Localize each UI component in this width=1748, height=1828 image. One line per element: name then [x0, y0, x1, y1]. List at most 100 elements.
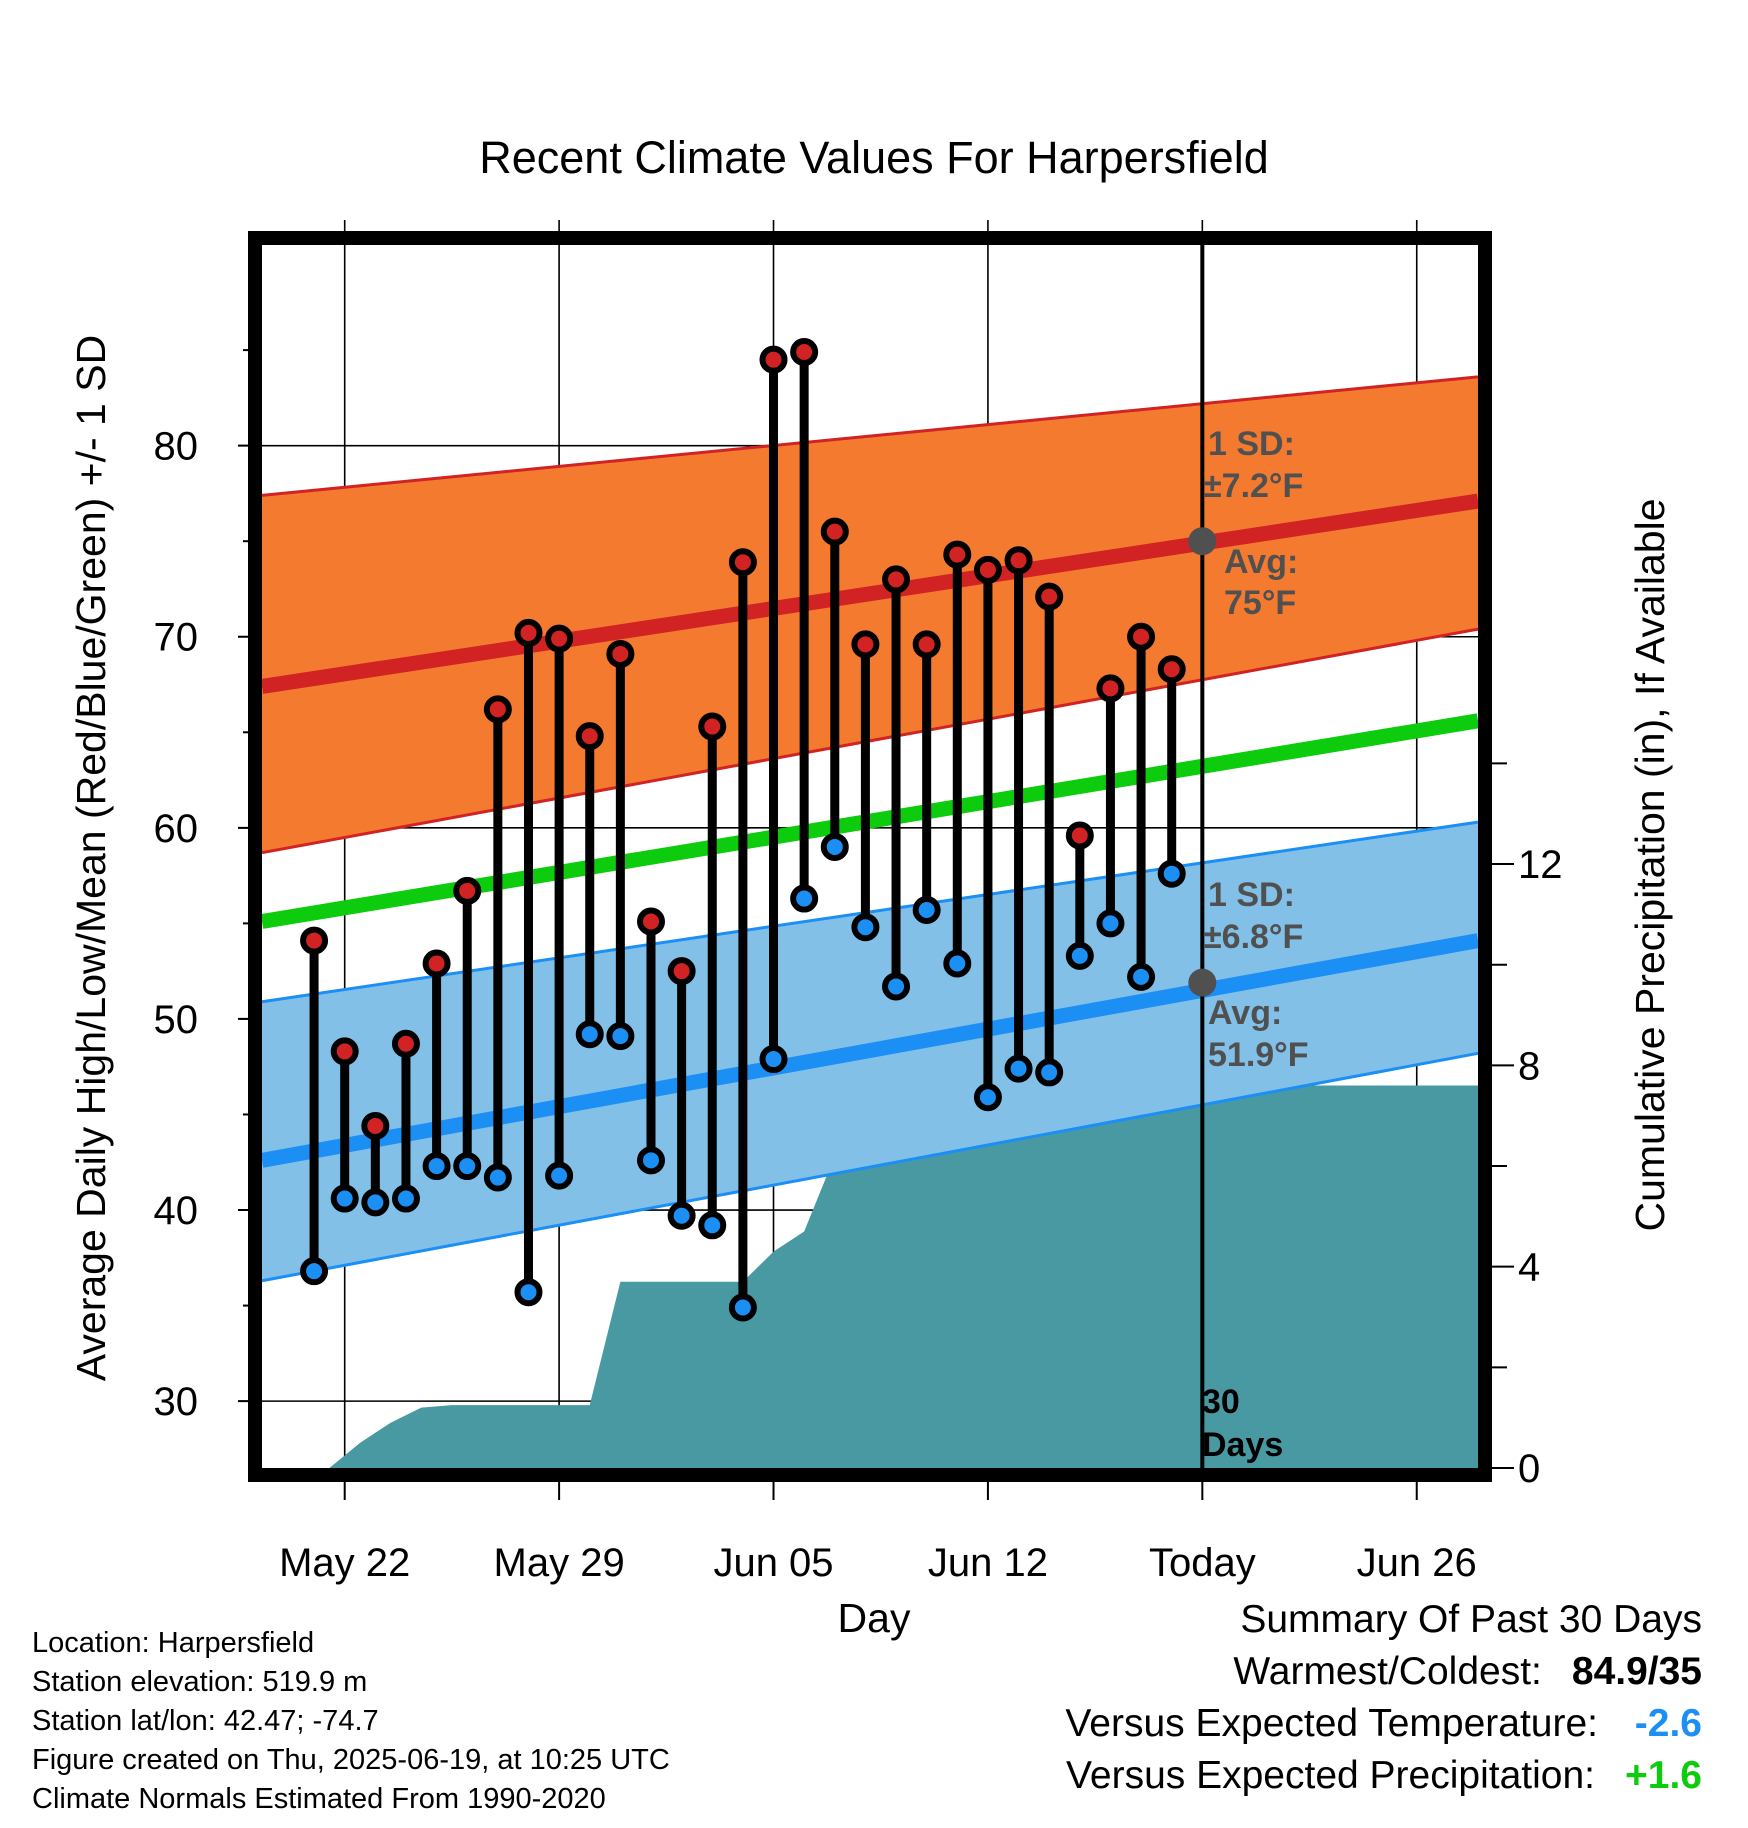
info-latlon: Station lat/lon: 42.47; -74.7	[32, 1705, 379, 1737]
expected-precipitation-label: Versus Expected Precipitation:	[1066, 1754, 1595, 1797]
high-sd-value: ±7.2°F	[1203, 467, 1303, 505]
daily-high-point-8	[514, 618, 543, 647]
daily-low-point-8	[514, 1278, 543, 1307]
low-sd-lower-line	[261, 1051, 1479, 1283]
expected-temperature-value: -2.6	[1634, 1702, 1702, 1745]
summary-temperature-row: Versus Expected Temperature: -2.6	[1065, 1702, 1702, 1754]
daily-low-point-16	[759, 1045, 788, 1074]
daily-high-point-6	[453, 876, 482, 905]
daily-low-point-21	[912, 896, 941, 925]
y-right-tick-label-8: 8	[1518, 1044, 1540, 1088]
daily-high-point-16	[759, 345, 788, 374]
daily-high-point-3	[361, 1111, 390, 1140]
daily-high-point-24	[1004, 546, 1033, 575]
summary-title: Summary Of Past 30 Days	[1240, 1598, 1702, 1641]
y-axis-right-label: Cumulative Precipitation (in), If Availa…	[1627, 498, 1673, 1231]
daily-high-point-14	[698, 712, 727, 741]
daily-low-point-23	[973, 1083, 1002, 1112]
x-tick-label-3: Jun 12	[928, 1541, 1048, 1585]
y-left-tick-label-40: 40	[154, 1189, 199, 1233]
expected-precipitation-value: +1.6	[1625, 1754, 1702, 1797]
daily-low-point-10	[575, 1020, 604, 1049]
y-axis-left: 30 40 50 60 70 80	[154, 349, 255, 1424]
y-right-tick-label-0: 0	[1518, 1447, 1540, 1491]
daily-low-point-24	[1004, 1054, 1033, 1083]
period-count: 30	[1202, 1383, 1240, 1421]
x-axis: May 22 May 29 Jun 05 Jun 12 Today Jun 26	[279, 1475, 1477, 1585]
daily-high-point-21	[912, 630, 941, 659]
daily-high-point-15	[728, 548, 757, 577]
warmest-coldest-value: 84.9/35	[1571, 1650, 1702, 1693]
high-sd-label: 1 SD:	[1208, 425, 1295, 463]
daily-low-point-11	[606, 1022, 635, 1051]
low-sd-label: 1 SD:	[1208, 876, 1295, 914]
high-sd-upper-line	[261, 375, 1479, 497]
high-sd-band	[262, 376, 1478, 853]
warmest-coldest-label: Warmest/Coldest:	[1233, 1650, 1542, 1693]
summary-warmest-coldest-row: Warmest/Coldest: 84.9/35	[1065, 1650, 1702, 1702]
daily-low-point-17	[790, 884, 819, 913]
daily-low-point-6	[453, 1152, 482, 1181]
info-normals: Climate Normals Estimated From 1990-2020	[32, 1783, 606, 1815]
y-axis-right: 0 4 8 12	[1485, 762, 1563, 1491]
low-sd-value: ±6.8°F	[1203, 918, 1303, 956]
period-unit: Days	[1202, 1426, 1283, 1464]
daily-low-point-20	[882, 972, 911, 1001]
daily-high-point-4	[391, 1029, 420, 1058]
y-left-tick-label-50: 50	[154, 998, 199, 1042]
daily-low-point-3	[361, 1188, 390, 1217]
daily-low-point-1	[300, 1257, 329, 1286]
daily-low-point-26	[1065, 941, 1094, 970]
x-tick-label-5: Jun 26	[1357, 1541, 1477, 1585]
daily-low-point-2	[330, 1184, 359, 1213]
info-elevation: Station elevation: 519.9 m	[32, 1666, 368, 1698]
low-avg-value: 51.9°F	[1208, 1036, 1309, 1074]
daily-low-point-12	[636, 1146, 665, 1175]
low-avg-label: Avg:	[1208, 994, 1282, 1032]
y-left-tick-label-30: 30	[154, 1380, 199, 1424]
daily-high-point-29	[1157, 655, 1186, 684]
daily-high-point-12	[636, 907, 665, 936]
info-location: Location: Harpersfield	[32, 1627, 315, 1659]
daily-high-point-10	[575, 722, 604, 751]
daily-high-point-20	[882, 565, 911, 594]
daily-low-point-18	[820, 832, 849, 861]
daily-low-point-25	[1035, 1058, 1064, 1087]
daily-high-point-9	[545, 624, 574, 653]
daily-high-point-1	[300, 926, 329, 955]
today-normal-markers	[1188, 527, 1217, 997]
precip-cumulative-area	[262, 1085, 1478, 1468]
daily-low-point-22	[943, 949, 972, 978]
daily-high-point-28	[1127, 622, 1156, 651]
x-tick-label-0: May 22	[279, 1541, 410, 1585]
x-axis-label: Day	[838, 1595, 911, 1641]
daily-low-point-5	[422, 1152, 451, 1181]
daily-high-point-19	[851, 630, 880, 659]
daily-high-point-18	[820, 517, 849, 546]
high-sd-lower-line	[261, 627, 1479, 855]
daily-high-point-5	[422, 949, 451, 978]
y-axis-left-label: Average Daily High/Low/Mean (Red/Blue/Gr…	[68, 335, 114, 1381]
daily-low-point-28	[1127, 962, 1156, 991]
today-high-average-marker	[1188, 527, 1217, 556]
daily-low-point-29	[1157, 859, 1186, 888]
y-left-tick-label-70: 70	[154, 616, 199, 660]
daily-high-point-2	[330, 1037, 359, 1066]
y-left-tick-label-60: 60	[154, 807, 199, 851]
daily-high-point-7	[483, 695, 512, 724]
x-tick-label-4: Today	[1149, 1541, 1256, 1585]
chart-title: Recent Climate Values For Harpersfield	[479, 132, 1268, 183]
daily-low-point-7	[483, 1163, 512, 1192]
daily-high-point-17	[790, 338, 819, 367]
high-mean-line	[260, 493, 1480, 694]
high-avg-label: Avg:	[1224, 543, 1298, 581]
plot-frame	[248, 231, 1492, 1482]
daily-high-low-marks	[300, 338, 1186, 1322]
daily-high-point-23	[973, 555, 1002, 584]
daily-low-point-9	[545, 1161, 574, 1190]
expected-temperature-label: Versus Expected Temperature:	[1065, 1702, 1598, 1745]
precipitation-area	[262, 1085, 1478, 1468]
daily-high-point-27	[1096, 674, 1125, 703]
today-low-average-marker	[1188, 968, 1217, 997]
info-created: Figure created on Thu, 2025-06-19, at 10…	[32, 1744, 670, 1776]
